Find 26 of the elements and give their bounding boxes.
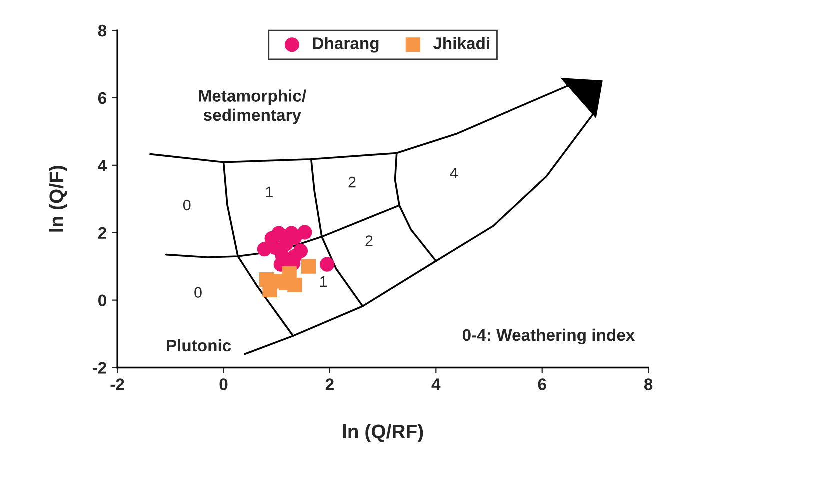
y-axis-title: ln (Q/F) [49,166,68,232]
annotation: 4 [450,168,458,178]
annotation: Metamorphic/ sedimentary [199,90,306,124]
y-tick-label: 0 [98,294,106,307]
y-tick-label: 4 [98,160,108,172]
annotation: 1 [320,276,328,288]
annotation: 0 [183,200,191,211]
annotation: 2 [366,236,373,246]
y-tick-label: 8 [98,24,107,37]
annotation: 2 [348,176,356,188]
annotation: Plutonic [167,339,232,352]
annotation: 0-4: Weathering index [462,328,636,345]
y-tick-label: -2 [92,362,106,374]
x-tick-label: 0 [220,378,228,390]
x-tick-label: -2 [110,378,124,390]
annotation: 1 [266,186,273,198]
legend-label: Jhikadi [433,37,490,50]
y-tick-label: 6 [98,92,107,104]
x-tick-label: 8 [644,378,653,390]
x-tick-label: 4 [432,378,441,390]
x-tick-label: 2 [326,378,334,390]
x-axis-title: ln (Q/RF) [343,424,424,442]
x-tick-label: 6 [538,378,546,390]
y-tick-label: 2 [98,227,106,239]
annotation: 0 [194,287,202,298]
legend-label: Dharang [313,37,379,53]
